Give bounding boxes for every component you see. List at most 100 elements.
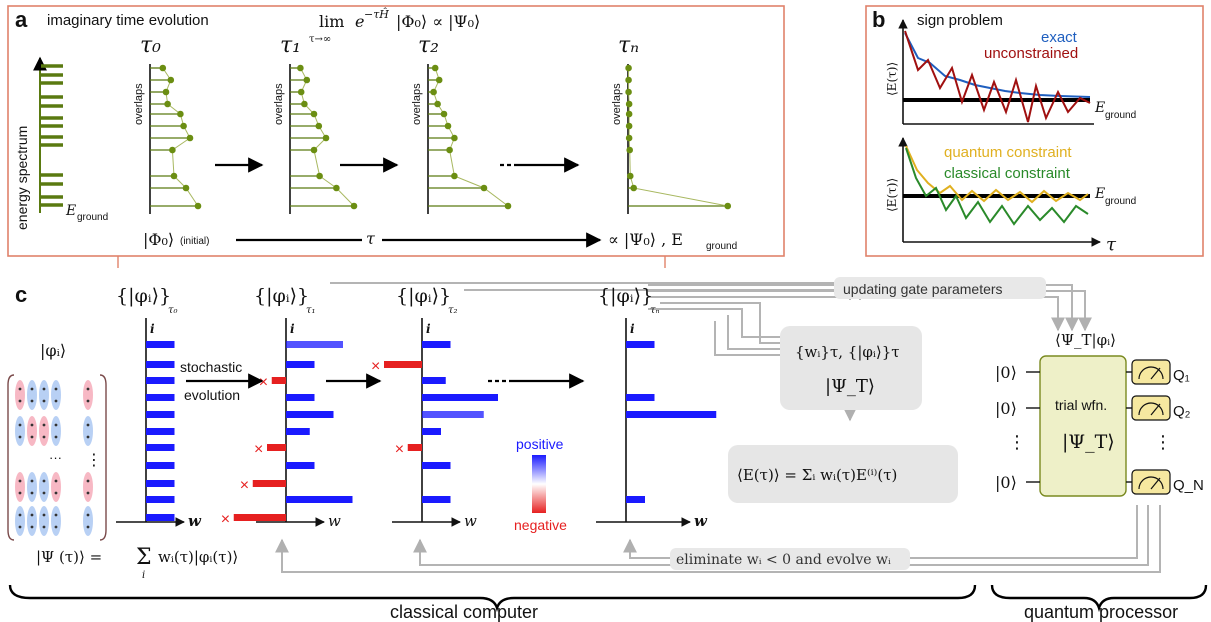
orbital-pair — [51, 506, 61, 536]
axis-i-label: i — [426, 322, 431, 336]
psi-sum: Σ — [136, 545, 152, 570]
weights-box-line1: {wᵢ}τ, {|φᵢ⟩}τ — [795, 343, 900, 361]
overlap-point — [625, 64, 632, 72]
weight-bar-negative — [267, 444, 286, 451]
overlap-point — [625, 76, 632, 84]
measure-label-2: Q_N — [1173, 477, 1204, 494]
eliminate-mark: × — [371, 358, 380, 375]
panel-a: a imaginary time evolution lim τ→∞ e −τĤ… — [7, 5, 785, 257]
b-xlabel: τ — [1106, 234, 1117, 255]
overlap-point — [310, 146, 318, 154]
overlap-point — [186, 134, 194, 142]
eq-lim: lim — [319, 12, 344, 31]
weight-bar-negative — [233, 514, 286, 521]
orbital-pair — [15, 380, 25, 410]
eliminate-label-bg — [670, 548, 910, 570]
orbital-pair — [39, 506, 49, 536]
overlaps-label: overlaps — [133, 83, 145, 125]
meter-icon — [1131, 359, 1171, 385]
overlaps-label: overlaps — [273, 83, 285, 125]
weight-bar-positive — [422, 377, 446, 384]
tau-label-1: τ₁ — [280, 33, 301, 58]
overlap-point — [159, 64, 167, 72]
weight-bar-negative — [384, 361, 422, 368]
axis-w-label: w — [464, 512, 477, 530]
weight-bar-negative — [271, 377, 286, 384]
qubit-input: |0⟩ — [995, 363, 1017, 382]
overlap-point — [322, 134, 330, 142]
overlap-point — [626, 146, 634, 154]
final-state: ∝ |Ψ₀⟩ , E — [608, 230, 683, 249]
tau-arrow-label: τ — [366, 229, 376, 248]
color-gradient-bar — [532, 455, 546, 513]
orbital-pair — [39, 380, 49, 410]
meter-icon — [1131, 395, 1171, 421]
weight-plot-1: i w × × × × — [221, 318, 353, 530]
eq-rest: |Φ₀⟩ ∝ |Ψ₀⟩ — [396, 12, 480, 31]
overlap-point — [310, 110, 318, 118]
weight-plot-2: i w × × — [371, 318, 498, 530]
weight-bar-negative — [407, 444, 422, 451]
initial-state: |Φ₀⟩ — [143, 230, 174, 249]
eq-exp-sup: −τĤ — [364, 7, 389, 21]
measure-label-0: Q₁ — [1173, 367, 1190, 384]
weight-bar-positive — [422, 341, 451, 348]
weight-bar-positive — [146, 394, 175, 401]
overlap-point — [625, 100, 633, 108]
phi-label: |φᵢ⟩ — [40, 341, 66, 360]
overlap-envelope — [433, 67, 509, 207]
psi-sum-sub: i — [142, 570, 145, 581]
weight-bar-negative — [252, 480, 286, 487]
weight-bar-positive — [286, 411, 334, 418]
panel-b-border — [865, 5, 1204, 257]
overlap-label: ⟨Ψ_T|φᵢ⟩ — [1055, 331, 1116, 349]
weight-bar-positive — [286, 496, 353, 503]
panel-a-border — [7, 5, 785, 257]
orbital-pair — [39, 472, 49, 502]
weight-bar-positive — [286, 361, 315, 368]
overlap-point — [430, 88, 437, 96]
weight-bar-positive — [626, 341, 655, 348]
configuration-diagrams: ⋮ — [7, 374, 107, 541]
overlap-point — [480, 184, 488, 192]
legend-quantum-constraint: quantum constraint — [944, 144, 1072, 161]
config-ellipsis: ··· — [49, 450, 62, 465]
qubit-input: |0⟩ — [995, 473, 1017, 492]
psi-rhs: wᵢ(τ)|φᵢ(τ)⟩ — [158, 548, 238, 566]
stochastic-label: stochastic — [180, 359, 242, 375]
overlap-point — [625, 88, 632, 96]
overlap-point — [180, 122, 187, 130]
weight-bar-positive — [146, 444, 175, 451]
psi-lhs: |Ψ (τ)⟩ = — [36, 548, 102, 566]
energy-equation: ⟨E(τ)⟩ = Σᵢ wᵢ(τ)E⁽ⁱ⁾(τ) — [737, 466, 897, 484]
overlap-point — [170, 172, 178, 180]
panel-c: c updating gate parameters eliminate wᵢ … — [7, 277, 1208, 622]
orbital — [83, 506, 93, 536]
overlap-point — [303, 76, 311, 84]
eliminate-mark: × — [254, 441, 263, 458]
overlap-point — [504, 202, 512, 210]
weight-bar-positive — [422, 411, 484, 418]
eground-label-a: E — [65, 203, 76, 219]
orbital-pair — [27, 506, 37, 536]
overlaps-label: overlaps — [411, 83, 423, 125]
energy-box — [728, 445, 958, 503]
unconstrained-curve — [904, 30, 1091, 123]
overlap-point — [451, 134, 458, 142]
quantum-processor-label: quantum processor — [1024, 602, 1178, 622]
overlap-point — [169, 146, 176, 154]
eliminate-mark: × — [221, 511, 230, 528]
legend-negative: negative — [514, 517, 567, 533]
classical-computer-label: classical computer — [390, 602, 538, 622]
overlap-point — [350, 202, 358, 210]
orbital — [83, 380, 93, 410]
classical-brace — [8, 584, 977, 613]
weight-bar-positive — [286, 394, 315, 401]
weight-bar-positive — [422, 428, 441, 435]
update-label-bg — [834, 277, 1046, 299]
overlap-plot-2: overlaps τ₂ — [411, 33, 512, 214]
orbital-pair — [27, 472, 37, 502]
measure-label-1: Q₂ — [1173, 403, 1191, 420]
weight-bar-positive — [422, 496, 451, 503]
overlap-plot-1: overlaps τ₁ — [273, 33, 358, 214]
